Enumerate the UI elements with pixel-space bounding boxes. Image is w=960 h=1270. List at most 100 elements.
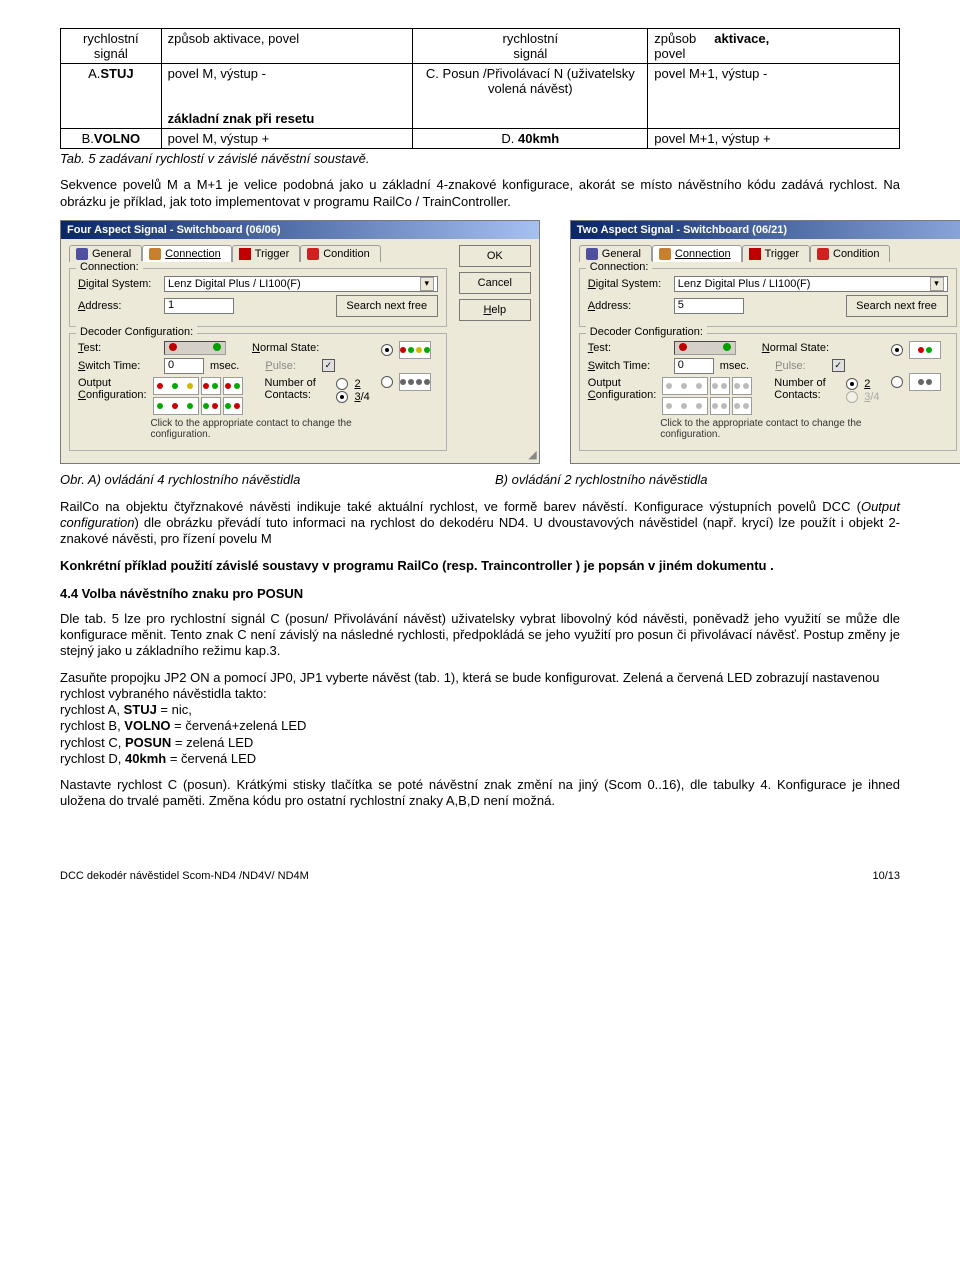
normal-state-radio-0[interactable]: [381, 344, 393, 356]
output-dot-icon: [157, 403, 163, 409]
output-dot-icon: [212, 403, 218, 409]
connection-legend: Connection:: [76, 261, 143, 273]
test-slider[interactable]: [164, 341, 226, 355]
connection-fieldset: Connection:Digital System:Lenz Digital P…: [69, 268, 447, 327]
search-next-free-button[interactable]: Search next free: [846, 295, 948, 317]
footer-left: DCC dekodér návěstidel Scom-ND4 /ND4V/ N…: [60, 870, 309, 882]
table-cell: rychlostní signál: [413, 29, 648, 64]
dialog-two-aspect: Two Aspect Signal - Switchboard (06/21) G…: [570, 220, 960, 464]
signal-icon: [909, 341, 941, 359]
slider-dot-icon: [679, 343, 687, 351]
ok-button[interactable]: OK: [459, 245, 531, 267]
output-dot-icon: [734, 383, 740, 389]
footer-right: 10/13: [872, 870, 900, 882]
normal-state-radio-1[interactable]: [891, 376, 903, 388]
digital-system-select[interactable]: Lenz Digital Plus / LI100(F)▾: [164, 276, 438, 292]
slider-dot-icon: [169, 343, 177, 351]
tab-connection[interactable]: Connection: [142, 245, 232, 262]
help-button[interactable]: Help: [459, 299, 531, 321]
contacts-radio-label: 2: [864, 378, 870, 390]
resize-grip-icon[interactable]: ◢: [528, 448, 536, 461]
table-cell: D. 40kmh: [413, 129, 648, 149]
pulse-checkbox: [322, 359, 335, 372]
output-dot-icon: [187, 383, 193, 389]
address-label: Address:: [78, 300, 158, 312]
tab-label: Trigger: [765, 248, 799, 260]
address-input[interactable]: 1: [164, 298, 234, 314]
tab-trigger[interactable]: Trigger: [742, 245, 810, 262]
output-config-label: OutputConfiguration:: [588, 377, 657, 401]
output-dot-icon: [234, 383, 240, 389]
tab-label: General: [602, 248, 641, 260]
output-dot-icon: [681, 383, 687, 389]
contacts-radio-2[interactable]: [336, 378, 348, 390]
hint-text: Click to the appropriate contact to chan…: [150, 418, 369, 441]
output-config-label: OutputConfiguration:: [78, 377, 147, 401]
digital-system-value: Lenz Digital Plus / LI100(F): [168, 278, 301, 290]
test-slider[interactable]: [674, 341, 736, 355]
section-4-4-heading: 4.4 Volba návěstního znaku pro POSUN: [60, 586, 900, 601]
contacts-radio-3-4[interactable]: [336, 391, 348, 403]
switch-time-input[interactable]: 0: [164, 358, 204, 374]
pulse-checkbox: [832, 359, 845, 372]
tab-bar: General Connection Trigger Condition: [579, 245, 960, 262]
connection-fieldset: Connection:Digital System:Lenz Digital P…: [579, 268, 957, 327]
para-6: Nastavte rychlost C (posun). Krátkými st…: [60, 777, 900, 810]
para-3: Konkrétní příklad použití závislé sousta…: [60, 558, 900, 574]
digital-system-label: Digital System:: [78, 278, 158, 290]
output-dot-icon: [681, 403, 687, 409]
output-dot-icon: [203, 383, 209, 389]
signal-icon: [909, 373, 941, 391]
table-cell: povel M, výstup +: [161, 129, 413, 149]
para-4: Dle tab. 5 lze pro rychlostní signál C (…: [60, 611, 900, 660]
normal-state-label: Normal State:: [252, 342, 319, 354]
switch-time-label: Switch Time:: [588, 360, 668, 372]
general-icon: [76, 248, 88, 260]
normal-state-label: Normal State:: [762, 342, 829, 354]
output-dot-icon: [212, 383, 218, 389]
output-config-grid[interactable]: [662, 377, 752, 415]
output-dot-icon: [666, 403, 672, 409]
output-dot-icon: [721, 383, 727, 389]
output-config-grid[interactable]: [153, 377, 243, 415]
switch-time-input[interactable]: 0: [674, 358, 714, 374]
table-cell: způsob aktivace, povel: [161, 29, 413, 64]
cancel-button[interactable]: Cancel: [459, 272, 531, 294]
page-footer: DCC dekodér návěstidel Scom-ND4 /ND4V/ N…: [60, 870, 900, 882]
tab-label: Trigger: [255, 248, 289, 260]
output-dot-icon: [721, 403, 727, 409]
tab-general[interactable]: General: [69, 245, 142, 262]
contacts-radio-label: 3/4: [864, 391, 879, 403]
test-label: Test:: [78, 342, 158, 354]
output-dot-icon: [172, 383, 178, 389]
contacts-radio-2[interactable]: [846, 378, 858, 390]
contacts-radio-label: 2: [354, 378, 360, 390]
tab-trigger[interactable]: Trigger: [232, 245, 300, 262]
para-2: RailCo na objektu čtyřznakové návěsti in…: [60, 499, 900, 548]
connection-legend: Connection:: [586, 261, 653, 273]
tab-condition[interactable]: Condition: [810, 245, 890, 262]
dialog-four-aspect: Four Aspect Signal - Switchboard (06/06)…: [60, 220, 540, 464]
normal-state-radio-0[interactable]: [891, 344, 903, 356]
tab-label: Connection: [675, 248, 731, 260]
decoder-legend: Decoder Configuration:: [76, 326, 197, 338]
tab-connection[interactable]: Connection: [652, 245, 742, 262]
address-input[interactable]: 5: [674, 298, 744, 314]
normal-state-panel: [884, 338, 948, 444]
digital-system-select[interactable]: Lenz Digital Plus / LI100(F)▾: [674, 276, 948, 292]
connection-icon: [149, 248, 161, 260]
digital-system-value: Lenz Digital Plus / LI100(F): [678, 278, 811, 290]
general-icon: [586, 248, 598, 260]
slider-dot-icon: [213, 343, 221, 351]
tab-condition[interactable]: Condition: [300, 245, 380, 262]
test-label: Test:: [588, 342, 668, 354]
output-dot-icon: [203, 403, 209, 409]
search-next-free-button[interactable]: Search next free: [336, 295, 438, 317]
normal-state-radio-1[interactable]: [381, 376, 393, 388]
output-dot-icon: [234, 403, 240, 409]
dialog-title: Two Aspect Signal - Switchboard (06/21): [571, 221, 960, 239]
tab-label: Condition: [323, 248, 369, 260]
tab-general[interactable]: General: [579, 245, 652, 262]
caption-row: Obr. A) ovládání 4 rychlostního návěstid…: [60, 472, 900, 487]
condition-icon: [307, 248, 319, 260]
